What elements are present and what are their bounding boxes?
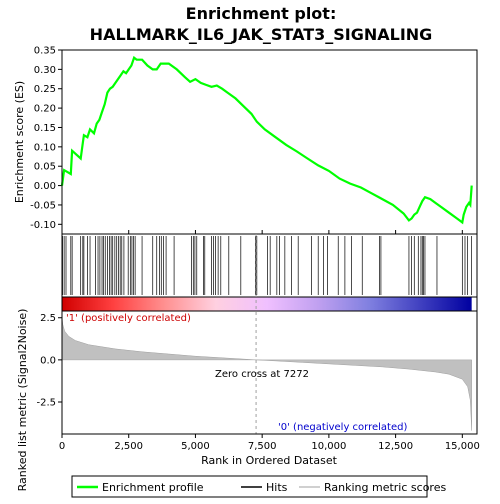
- metric-plot-frame: [61, 310, 478, 435]
- x-tick-label: 15,000: [445, 441, 480, 452]
- metric-y-tick-label: -2.5: [36, 397, 56, 408]
- metric-y-axis-label: Ranked list metric (Signal2Noise): [16, 309, 29, 492]
- legend-hits-label: Hits: [266, 481, 288, 494]
- es-y-tick-label: -0.10: [30, 220, 56, 231]
- es-y-tick-label: -0.05: [30, 200, 56, 211]
- heatmap-gradient: [62, 297, 472, 311]
- x-tick-label: 5,000: [181, 441, 210, 452]
- es-y-tick-label: 0.30: [34, 65, 56, 76]
- ranking-heatmap-bar: [61, 296, 478, 312]
- x-tick-label: 7,500: [248, 441, 277, 452]
- chart-title-line-1: Enrichment plot:: [186, 4, 337, 23]
- ranking-metric-area: [61, 316, 472, 431]
- es-y-tick-label: 0.20: [34, 104, 56, 115]
- ranked-metric-panel: -2.5 0.0 2.5 0 2,500 5,000 7,500 10,000 12,500 1…: [16, 234, 480, 491]
- es-y-tick-label: 0.15: [34, 123, 56, 134]
- hits-panel: [61, 233, 478, 298]
- zero-cross-label: Zero cross at 7272: [215, 369, 309, 380]
- es-y-tick-label: 0.00: [34, 181, 56, 192]
- metric-plot-area: [62, 311, 477, 434]
- positive-correlation-label: '1' (positively correlated): [66, 313, 191, 324]
- x-tick-label: 2,500: [114, 441, 143, 452]
- es-y-tick-label: 0.05: [34, 162, 56, 173]
- hits-area: [62, 234, 477, 297]
- es-y-tick-label: 0.35: [34, 46, 56, 57]
- x-axis-label: Rank in Ordered Dataset: [201, 454, 338, 467]
- es-plot-area: [62, 50, 477, 234]
- es-y-tick-label: 0.25: [34, 84, 56, 95]
- x-tick-label: 10,000: [311, 441, 346, 452]
- negative-correlation-label: '0' (negatively correlated): [278, 422, 407, 433]
- metric-y-tick-label: 2.5: [40, 313, 56, 324]
- legend-enrichment-label: Enrichment profile: [102, 481, 204, 494]
- enrichment-score-panel: -0.10 -0.05 0.00 0.05 0.10 0.15 0.20 0.25 0.30 0.…: [13, 46, 478, 235]
- x-tick-label: 0: [59, 441, 65, 452]
- x-tick-label: 12,500: [378, 441, 413, 452]
- enrichment-profile-line: [60, 55, 473, 225]
- legend: Enrichment profile Hits Ranking metric s…: [71, 475, 446, 498]
- es-y-axis-label: Enrichment score (ES): [13, 81, 26, 203]
- metric-y-tick-label: 0.0: [40, 355, 56, 366]
- chart-title-line-2: HALLMARK_IL6_JAK_STAT3_SIGNALING: [90, 25, 433, 44]
- es-y-tick-label: 0.10: [34, 142, 56, 153]
- legend-metric-label: Ranking metric scores: [324, 481, 446, 494]
